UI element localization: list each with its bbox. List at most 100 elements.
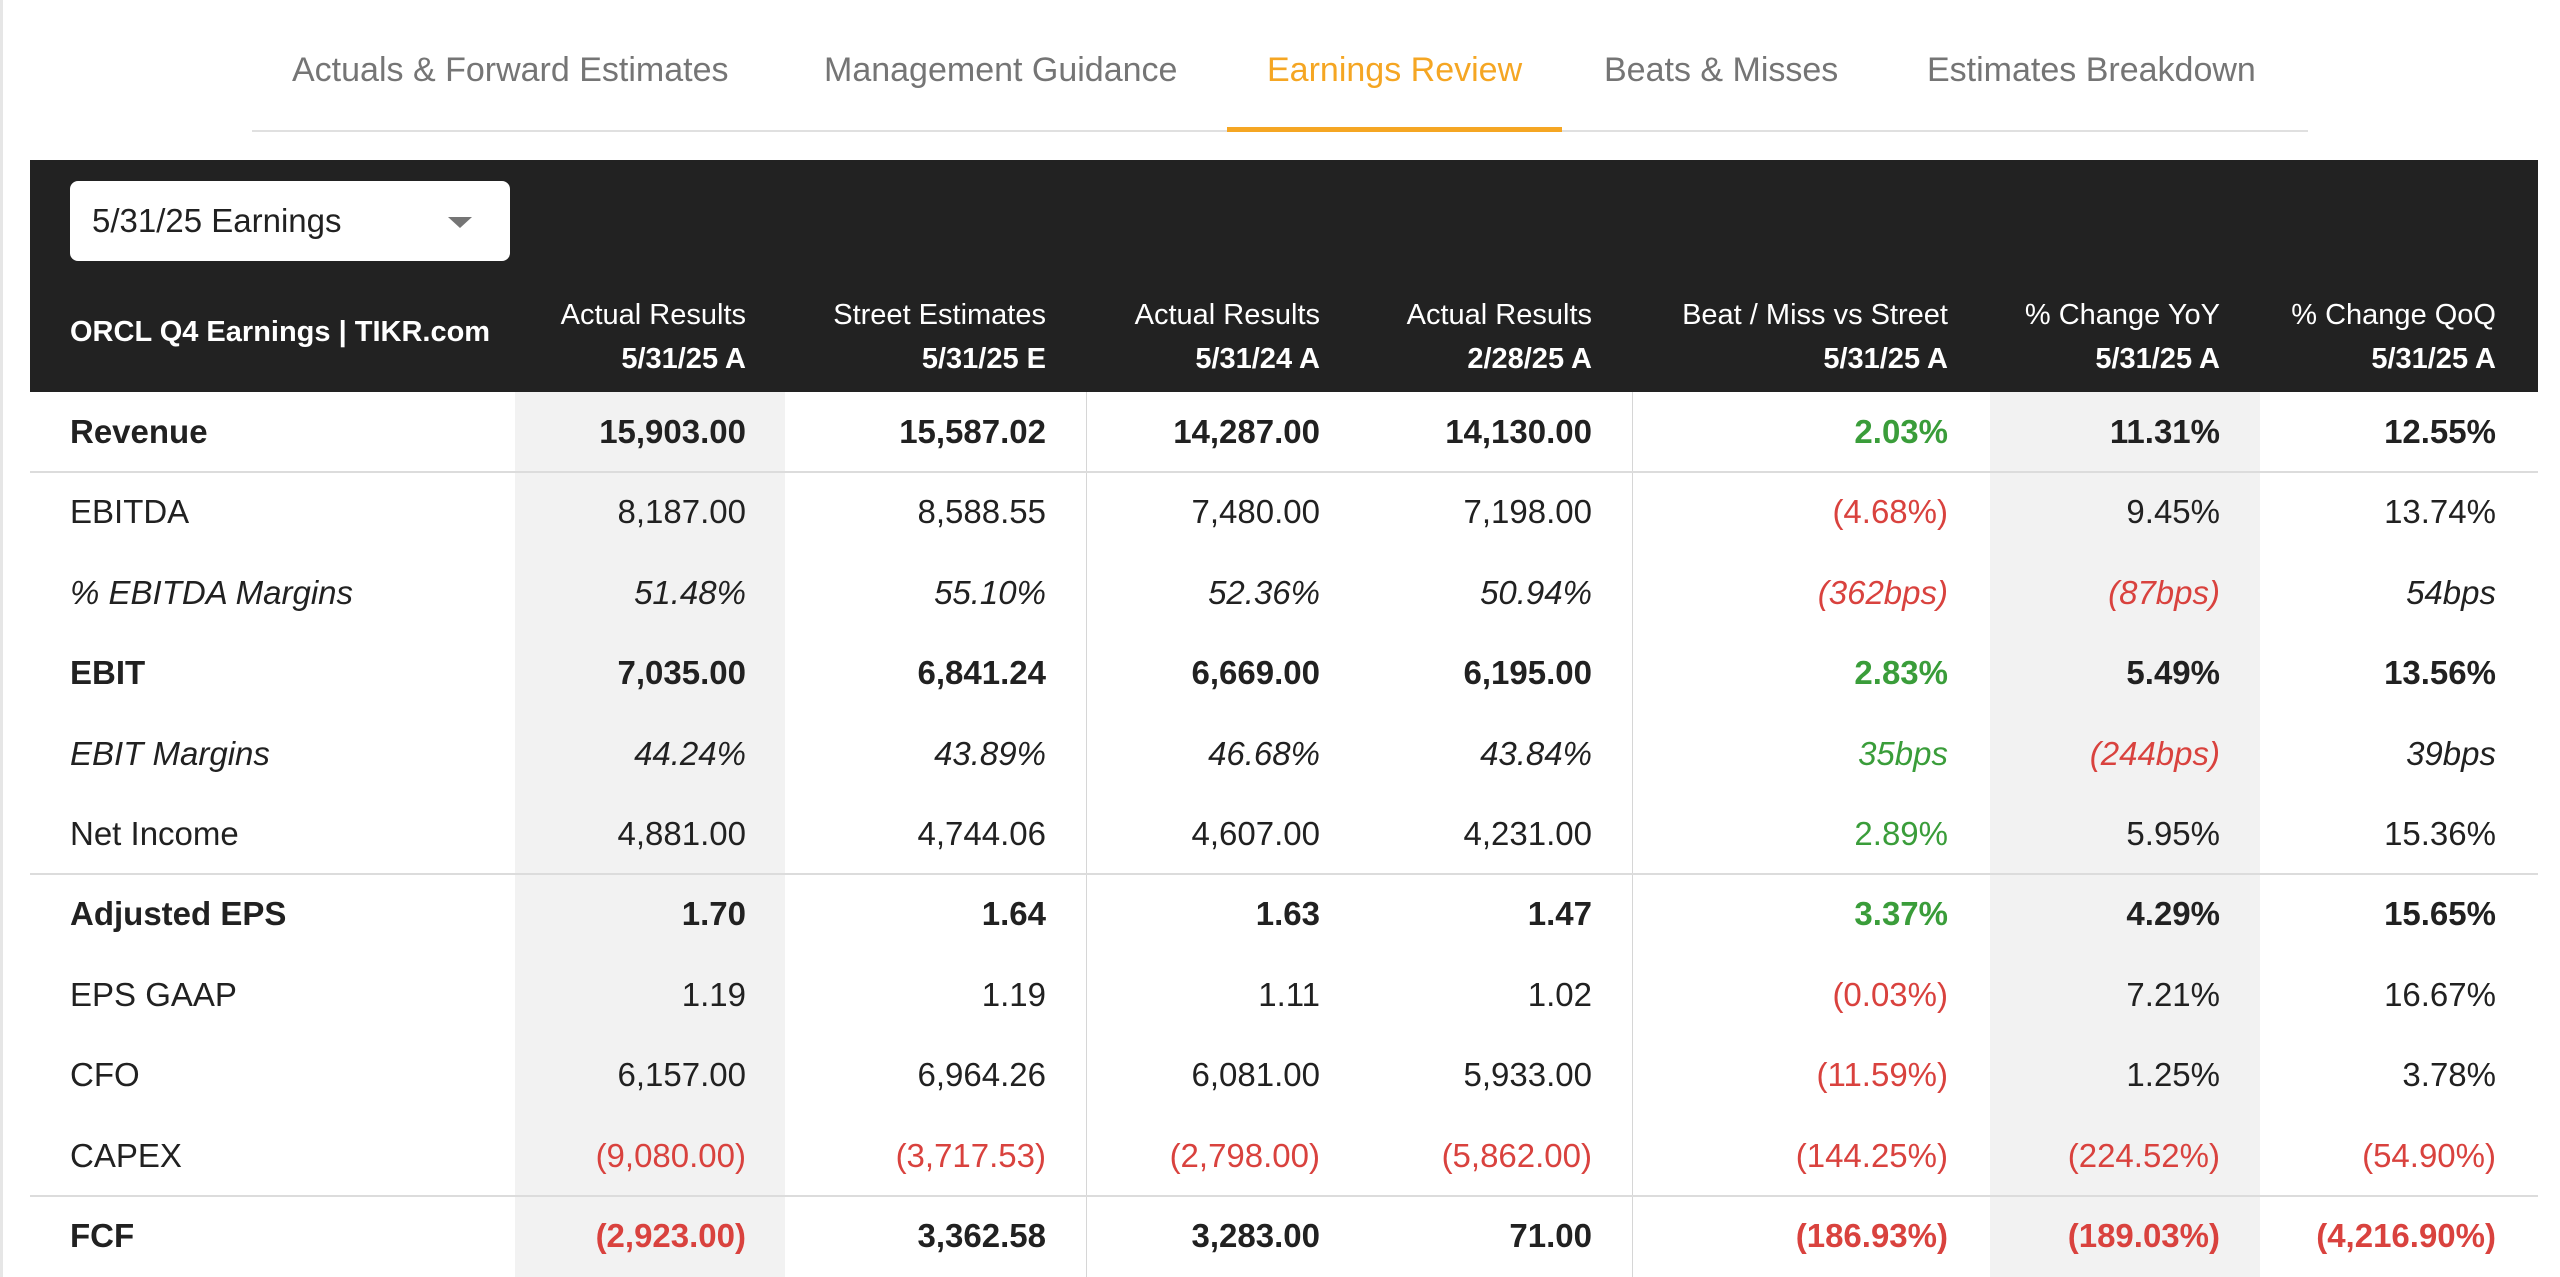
- table-cell: 15.36%: [2384, 815, 2496, 852]
- column-header-title: Actual Results: [560, 299, 746, 331]
- table-cell: 6,964.26: [917, 1056, 1046, 1094]
- table-cell: 6,841.24: [917, 654, 1046, 692]
- table-cell: 8,588.55: [917, 493, 1046, 531]
- tab-bar: Actuals & Forward Estimates Management G…: [252, 32, 2308, 132]
- table-cell: 16.67%: [2384, 975, 2496, 1013]
- table-cell: 46.68%: [1208, 734, 1320, 772]
- table-cell: (9,080.00): [595, 1136, 746, 1174]
- column-header: % Change YoY 5/31/25 A: [2025, 293, 2220, 381]
- table-row: Adjusted EPS 1.70 1.64 1.63 1.47 3.37% 4.29% 15…: [30, 874, 2538, 954]
- table-cell: 35bps: [1858, 734, 1948, 772]
- table-title: ORCL Q4 Earnings | TIKR.com: [70, 316, 491, 348]
- chevron-down-icon: [448, 217, 472, 228]
- row-label: CAPEX: [70, 1136, 182, 1174]
- column-header-title: Street Estimates: [833, 299, 1046, 331]
- column-header-date: 2/28/25 A: [1467, 343, 1592, 375]
- column-header: Street Estimates 5/31/25 E: [833, 293, 1046, 381]
- column-header-title: Actual Results: [1406, 299, 1592, 331]
- table-cell: 3.78%: [2402, 1056, 2496, 1094]
- row-label: Revenue: [70, 413, 208, 450]
- table-cell: 2.89%: [1854, 815, 1948, 852]
- table-cell: 14,287.00: [1173, 413, 1320, 450]
- table-cell: (4,216.90%): [2316, 1217, 2496, 1254]
- table-cell: 6,157.00: [617, 1056, 746, 1094]
- table-cell: 43.84%: [1480, 734, 1592, 772]
- table-cell: 3.37%: [1854, 895, 1948, 933]
- table-cell: (189.03%): [2067, 1217, 2220, 1254]
- table-cell: 15.65%: [2384, 895, 2496, 933]
- column-header-date: 5/31/25 E: [921, 343, 1046, 375]
- table-cell: (144.25%): [1795, 1136, 1948, 1174]
- row-label: FCF: [70, 1217, 135, 1254]
- table-row: FCF (2,923.00) 3,362.58 3,283.00 71.00 (186.9…: [30, 1196, 2538, 1276]
- column-header-title: Beat / Miss vs Street: [1682, 299, 1948, 331]
- table-row: CFO 6,157.00 6,964.26 6,081.00 5,933.00 (11.5…: [30, 1035, 2538, 1115]
- column-header-title: Actual Results: [1134, 299, 1320, 331]
- table-cell: 13.56%: [2384, 654, 2496, 692]
- table-row: EBIT Margins 44.24% 43.89% 46.68% 43.84% 35bp…: [30, 714, 2538, 794]
- table-cell: 7,198.00: [1463, 493, 1592, 531]
- table-cell: 8,187.00: [617, 493, 746, 531]
- table-cell: 39bps: [2406, 734, 2496, 772]
- table-cell: 1.64: [981, 895, 1046, 933]
- row-label: EBIT: [70, 654, 146, 692]
- table-row: % EBITDA Margins 51.48% 55.10% 52.36% 50.94%…: [30, 553, 2538, 633]
- table-row: Net Income 4,881.00 4,744.06 4,607.00 4,231.…: [30, 794, 2538, 874]
- table-cell: 1.47: [1527, 895, 1592, 933]
- table-cell: (11.59%): [1816, 1056, 1948, 1094]
- table-row: EBITDA 8,187.00 8,588.55 7,480.00 7,198.00 (4…: [30, 472, 2538, 552]
- table-cell: (244bps): [2089, 734, 2220, 772]
- earnings-table: 5/31/25 Earnings ORCL Q4 Earnings | TIKR…: [30, 160, 2538, 1277]
- table-cell: (186.93%): [1795, 1217, 1948, 1254]
- table-cell: 43.89%: [934, 734, 1046, 772]
- row-label: Net Income: [70, 815, 239, 852]
- table-cell: 1.19: [681, 975, 746, 1013]
- row-separator: [30, 1195, 2538, 1197]
- table-cell: 4.29%: [2126, 895, 2220, 933]
- tab-management-guidance[interactable]: Management Guidance: [824, 51, 1178, 89]
- column-header-date: 5/31/25 A: [2095, 343, 2220, 375]
- column-header: Actual Results 5/31/25 A: [561, 293, 746, 381]
- table-cell: (224.52%): [2067, 1136, 2220, 1174]
- tab-beats-misses[interactable]: Beats & Misses: [1604, 51, 1839, 89]
- table-cell: 1.19: [981, 975, 1046, 1013]
- table-cell: 4,607.00: [1191, 815, 1320, 852]
- tab-estimates-breakdown[interactable]: Estimates Breakdown: [1927, 51, 2256, 89]
- table-cell: (87bps): [2108, 573, 2220, 611]
- table-cell: 15,903.00: [599, 413, 746, 450]
- column-header-date: 5/31/25 A: [1823, 343, 1948, 375]
- row-separator: [30, 471, 2538, 474]
- column-header: % Change QoQ 5/31/25 A: [2291, 293, 2496, 381]
- table-cell: 13.74%: [2384, 493, 2496, 531]
- earnings-period-dropdown[interactable]: 5/31/25 Earnings: [70, 181, 510, 261]
- tab-actuals-forward-estimates[interactable]: Actuals & Forward Estimates: [292, 51, 729, 89]
- table-row: CAPEX (9,080.00) (3,717.53) (2,798.00) (5,86…: [30, 1116, 2538, 1196]
- table-row: EPS GAAP 1.19 1.19 1.11 1.02 (0.03%) 7.21% 16.6…: [30, 955, 2538, 1035]
- table-cell: 4,231.00: [1463, 815, 1592, 852]
- row-label: % EBITDA Margins: [70, 573, 354, 611]
- dropdown-selected-value: 5/31/25 Earnings: [92, 202, 342, 239]
- column-header: Beat / Miss vs Street 5/31/25 A: [1682, 293, 1948, 381]
- table-cell: 55.10%: [934, 573, 1046, 611]
- table-row: Revenue 15,903.00 15,587.02 14,287.00 14,130…: [30, 392, 2538, 472]
- table-cell: (3,717.53): [895, 1136, 1046, 1174]
- table-cell: (0.03%): [1832, 975, 1948, 1013]
- table-cell: 1.25%: [2126, 1056, 2220, 1094]
- table-cell: (4.68%): [1832, 493, 1948, 531]
- table-cell: 2.83%: [1854, 654, 1948, 692]
- table-cell: 11.31%: [2109, 413, 2220, 450]
- table-cell: 52.36%: [1208, 573, 1320, 611]
- table-cell: 3,283.00: [1191, 1217, 1320, 1254]
- table-cell: 2.03%: [1854, 413, 1948, 450]
- column-divider: [1632, 392, 1633, 1277]
- table-cell: 1.63: [1255, 895, 1320, 933]
- table-cell: 12.55%: [2384, 413, 2496, 450]
- table-row: EBIT 7,035.00 6,841.24 6,669.00 6,195.00 2.83…: [30, 633, 2538, 713]
- table-header: 5/31/25 Earnings ORCL Q4 Earnings | TIKR…: [30, 160, 2538, 392]
- table-cell: 5.49%: [2126, 654, 2220, 692]
- table-cell: 4,881.00: [617, 815, 746, 852]
- tab-earnings-review[interactable]: Earnings Review: [1227, 32, 1563, 132]
- table-cell: 71.00: [1509, 1217, 1592, 1254]
- table-cell: 1.11: [1258, 975, 1320, 1013]
- table-cell: 7,480.00: [1191, 493, 1320, 531]
